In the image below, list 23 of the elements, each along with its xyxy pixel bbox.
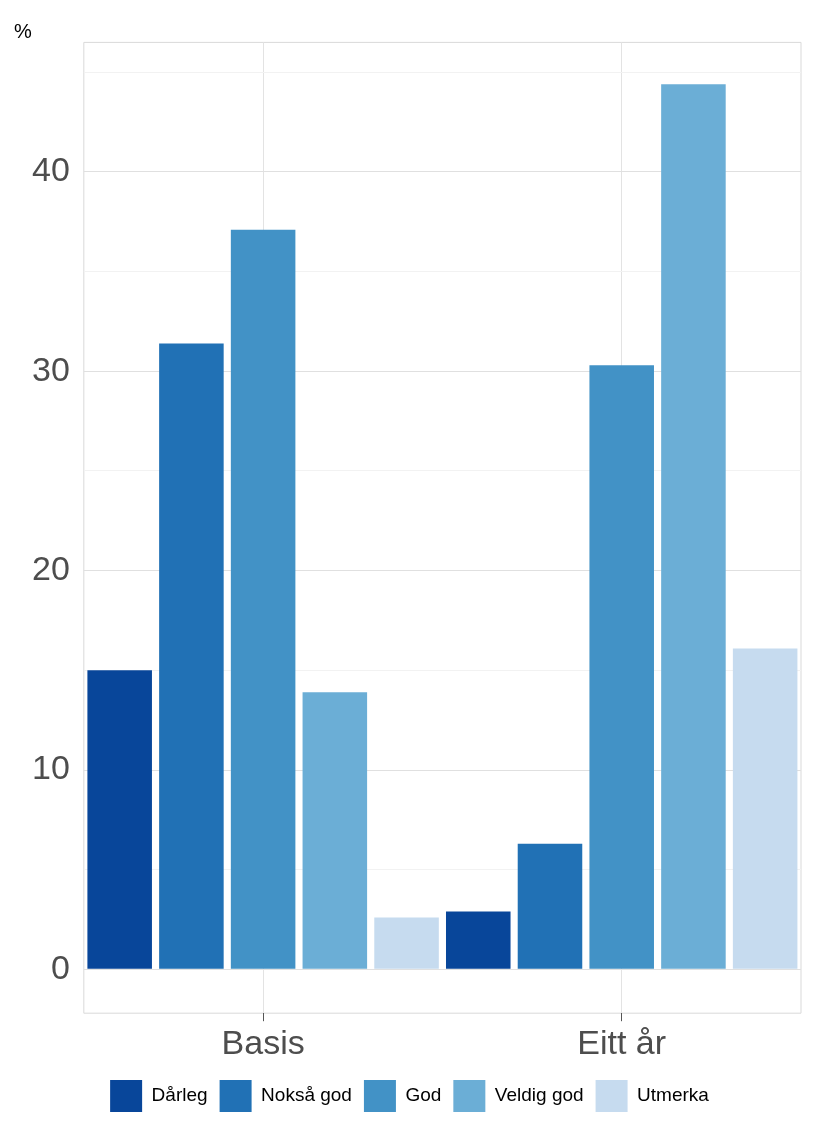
bar	[87, 670, 152, 969]
bar	[159, 343, 224, 969]
bar	[230, 229, 296, 969]
bar	[517, 843, 583, 969]
bar	[446, 911, 511, 969]
legend-label: Utmerka	[637, 1084, 710, 1106]
y-tick-label: 10	[31, 748, 70, 787]
x-tick-label: Eitt år	[577, 1022, 667, 1061]
y-axis-title: %	[14, 19, 32, 42]
y-tick-label: 0	[50, 947, 70, 986]
y-tick-label: 20	[31, 549, 70, 588]
bar	[302, 692, 368, 969]
y-tick-label: 30	[31, 349, 70, 388]
x-tick-label: Basis	[221, 1022, 305, 1061]
bar	[661, 84, 726, 969]
bar	[374, 917, 439, 969]
bar	[589, 365, 654, 969]
legend-label: God	[405, 1084, 442, 1106]
legend-label: Nokså god	[261, 1084, 352, 1106]
bar	[732, 648, 798, 969]
legend-label: Dårleg	[151, 1084, 208, 1106]
y-tick-label: 40	[31, 150, 70, 189]
legend-label: Veldig god	[494, 1084, 584, 1106]
